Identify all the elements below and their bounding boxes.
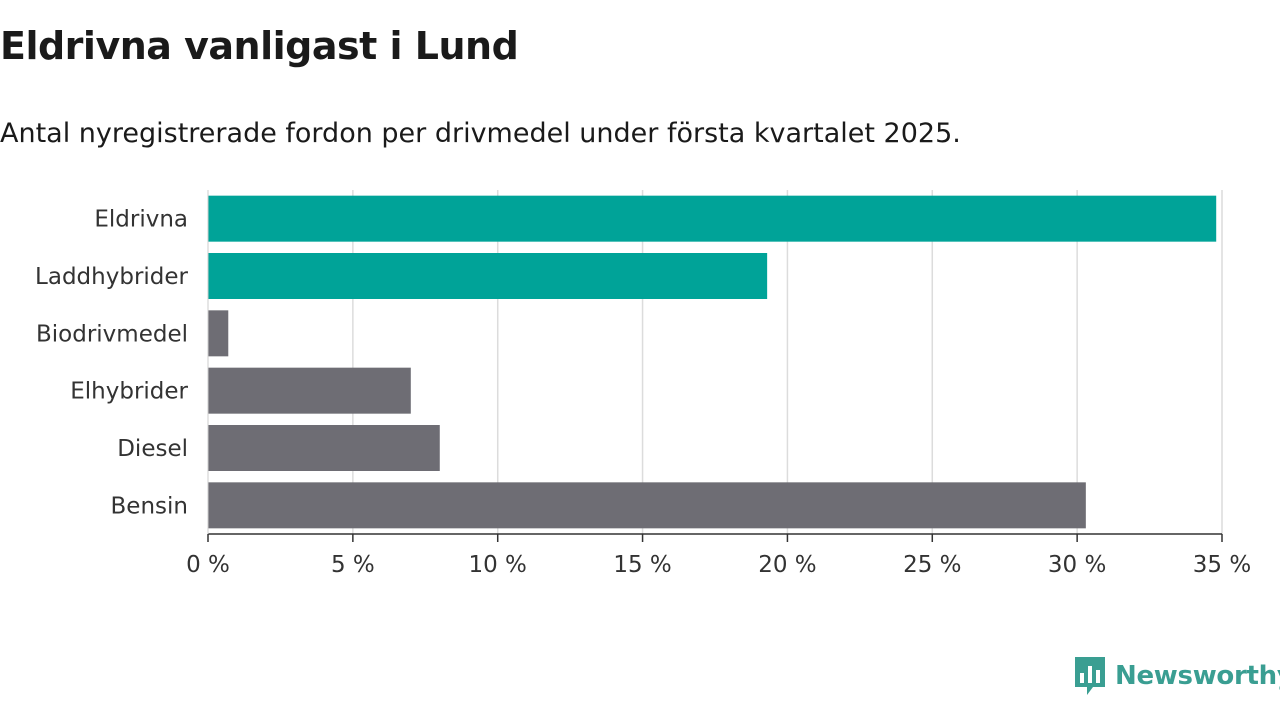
bar-eldrivna — [208, 195, 1217, 242]
category-labels: Eldrivna Laddhybrider Biodrivmedel Elhybrid… — [35, 207, 188, 520]
x-tick-label: 25 % — [903, 552, 961, 578]
category-label: Biodrivmedel — [36, 321, 188, 347]
brand-name: Newsworthy — [1115, 661, 1280, 691]
bar-biodrivmedel — [208, 310, 229, 357]
category-label: Bensin — [111, 493, 188, 519]
category-label: Diesel — [117, 436, 188, 462]
brand-logo: Newsworthy — [1073, 655, 1280, 697]
bar-laddhybrider — [208, 253, 768, 299]
x-tick-label: 35 % — [1193, 552, 1251, 578]
bars — [208, 195, 1217, 529]
bar-bensin — [208, 482, 1086, 529]
gridlines — [352, 190, 1223, 534]
bar-diesel — [208, 425, 440, 471]
chart-subtitle: Antal nyregistrerade fordon per drivmede… — [0, 118, 961, 149]
chart-title: Eldrivna vanligast i Lund — [0, 24, 519, 68]
x-axis: 0 % 5 % 10 % 15 % 20 % 25 % 30 % 35 % — [186, 190, 1251, 578]
newsworthy-chart-icon — [1075, 657, 1105, 695]
x-tick-label: 5 % — [331, 552, 375, 578]
category-label: Laddhybrider — [35, 264, 188, 290]
x-tick-label: 30 % — [1048, 552, 1106, 578]
x-tick-label: 10 % — [468, 552, 526, 578]
bar-elhybrider — [208, 367, 411, 414]
category-label: Eldrivna — [94, 207, 188, 233]
x-tick-label: 0 % — [186, 552, 230, 578]
category-label: Elhybrider — [70, 379, 188, 405]
x-tick-label: 15 % — [613, 552, 671, 578]
x-tick-label: 20 % — [758, 552, 816, 578]
